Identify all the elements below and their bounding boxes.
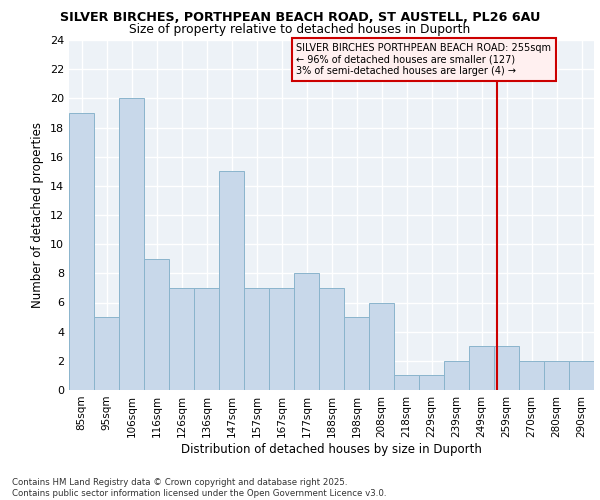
X-axis label: Distribution of detached houses by size in Duporth: Distribution of detached houses by size … (181, 442, 482, 456)
Bar (544, 361, 569, 390)
Bar (444, 361, 469, 390)
Bar (194, 288, 219, 390)
Bar (319, 288, 344, 390)
Text: SILVER BIRCHES PORTHPEAN BEACH ROAD: 255sqm
← 96% of detached houses are smaller: SILVER BIRCHES PORTHPEAN BEACH ROAD: 255… (296, 43, 551, 76)
Bar (219, 172, 244, 390)
Bar (369, 302, 394, 390)
Bar (119, 98, 144, 390)
Text: SILVER BIRCHES, PORTHPEAN BEACH ROAD, ST AUSTELL, PL26 6AU: SILVER BIRCHES, PORTHPEAN BEACH ROAD, ST… (60, 11, 540, 24)
Text: Size of property relative to detached houses in Duporth: Size of property relative to detached ho… (130, 22, 470, 36)
Bar (94, 317, 119, 390)
Bar (144, 259, 169, 390)
Bar (494, 346, 519, 390)
Bar (569, 361, 594, 390)
Bar (469, 346, 494, 390)
Bar (169, 288, 194, 390)
Bar (294, 274, 319, 390)
Text: Contains HM Land Registry data © Crown copyright and database right 2025.
Contai: Contains HM Land Registry data © Crown c… (12, 478, 386, 498)
Bar (269, 288, 294, 390)
Bar (394, 376, 419, 390)
Bar (244, 288, 269, 390)
Bar (69, 113, 94, 390)
Y-axis label: Number of detached properties: Number of detached properties (31, 122, 44, 308)
Bar (344, 317, 369, 390)
Bar (519, 361, 544, 390)
Bar (419, 376, 444, 390)
